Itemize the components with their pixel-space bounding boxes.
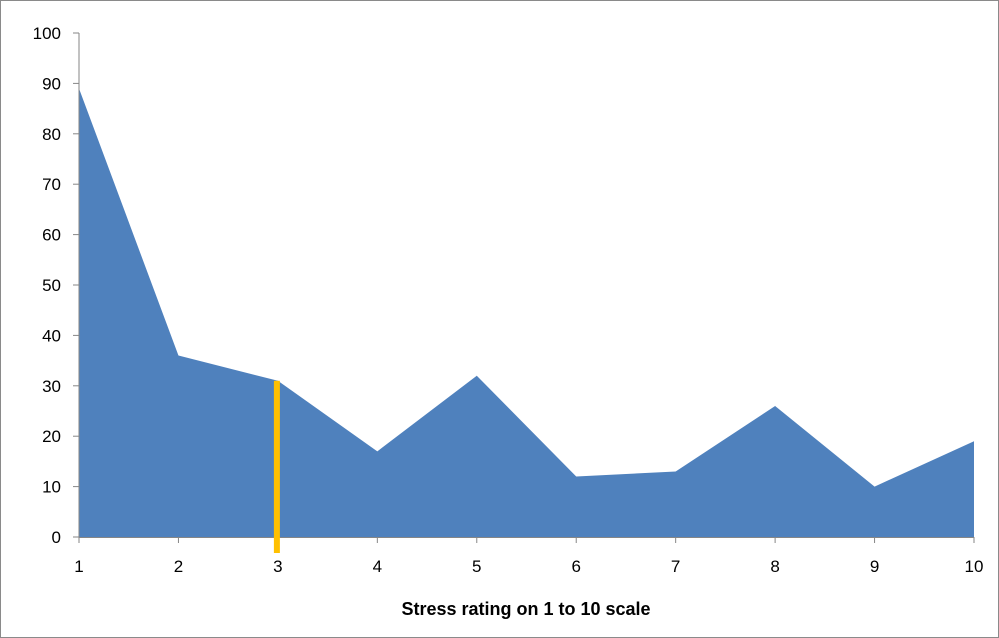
x-tick-label: 4 — [373, 557, 382, 576]
y-tick-label: 50 — [42, 276, 61, 295]
y-tick-label: 70 — [42, 175, 61, 194]
x-tick-label: 5 — [472, 557, 481, 576]
x-tick-label: 8 — [770, 557, 779, 576]
y-tick-label: 100 — [33, 24, 61, 43]
y-tick-label: 10 — [42, 478, 61, 497]
x-tick-label: 3 — [273, 557, 282, 576]
y-tick-label: 90 — [42, 74, 61, 93]
y-tick-label: 20 — [42, 427, 61, 446]
y-tick-label: 80 — [42, 125, 61, 144]
x-tick-label: 10 — [965, 557, 984, 576]
x-axis-title: Stress rating on 1 to 10 scale — [401, 599, 650, 619]
x-tick-label: 9 — [870, 557, 879, 576]
y-tick-label: 60 — [42, 226, 61, 245]
y-tick-label: 40 — [42, 326, 61, 345]
y-tick-label: 0 — [52, 528, 61, 547]
x-tick-label: 1 — [74, 557, 83, 576]
x-tick-label: 7 — [671, 557, 680, 576]
x-tick-label: 6 — [571, 557, 580, 576]
x-tick-label: 2 — [174, 557, 183, 576]
y-tick-label: 30 — [42, 377, 61, 396]
area-series-1 — [79, 88, 974, 537]
